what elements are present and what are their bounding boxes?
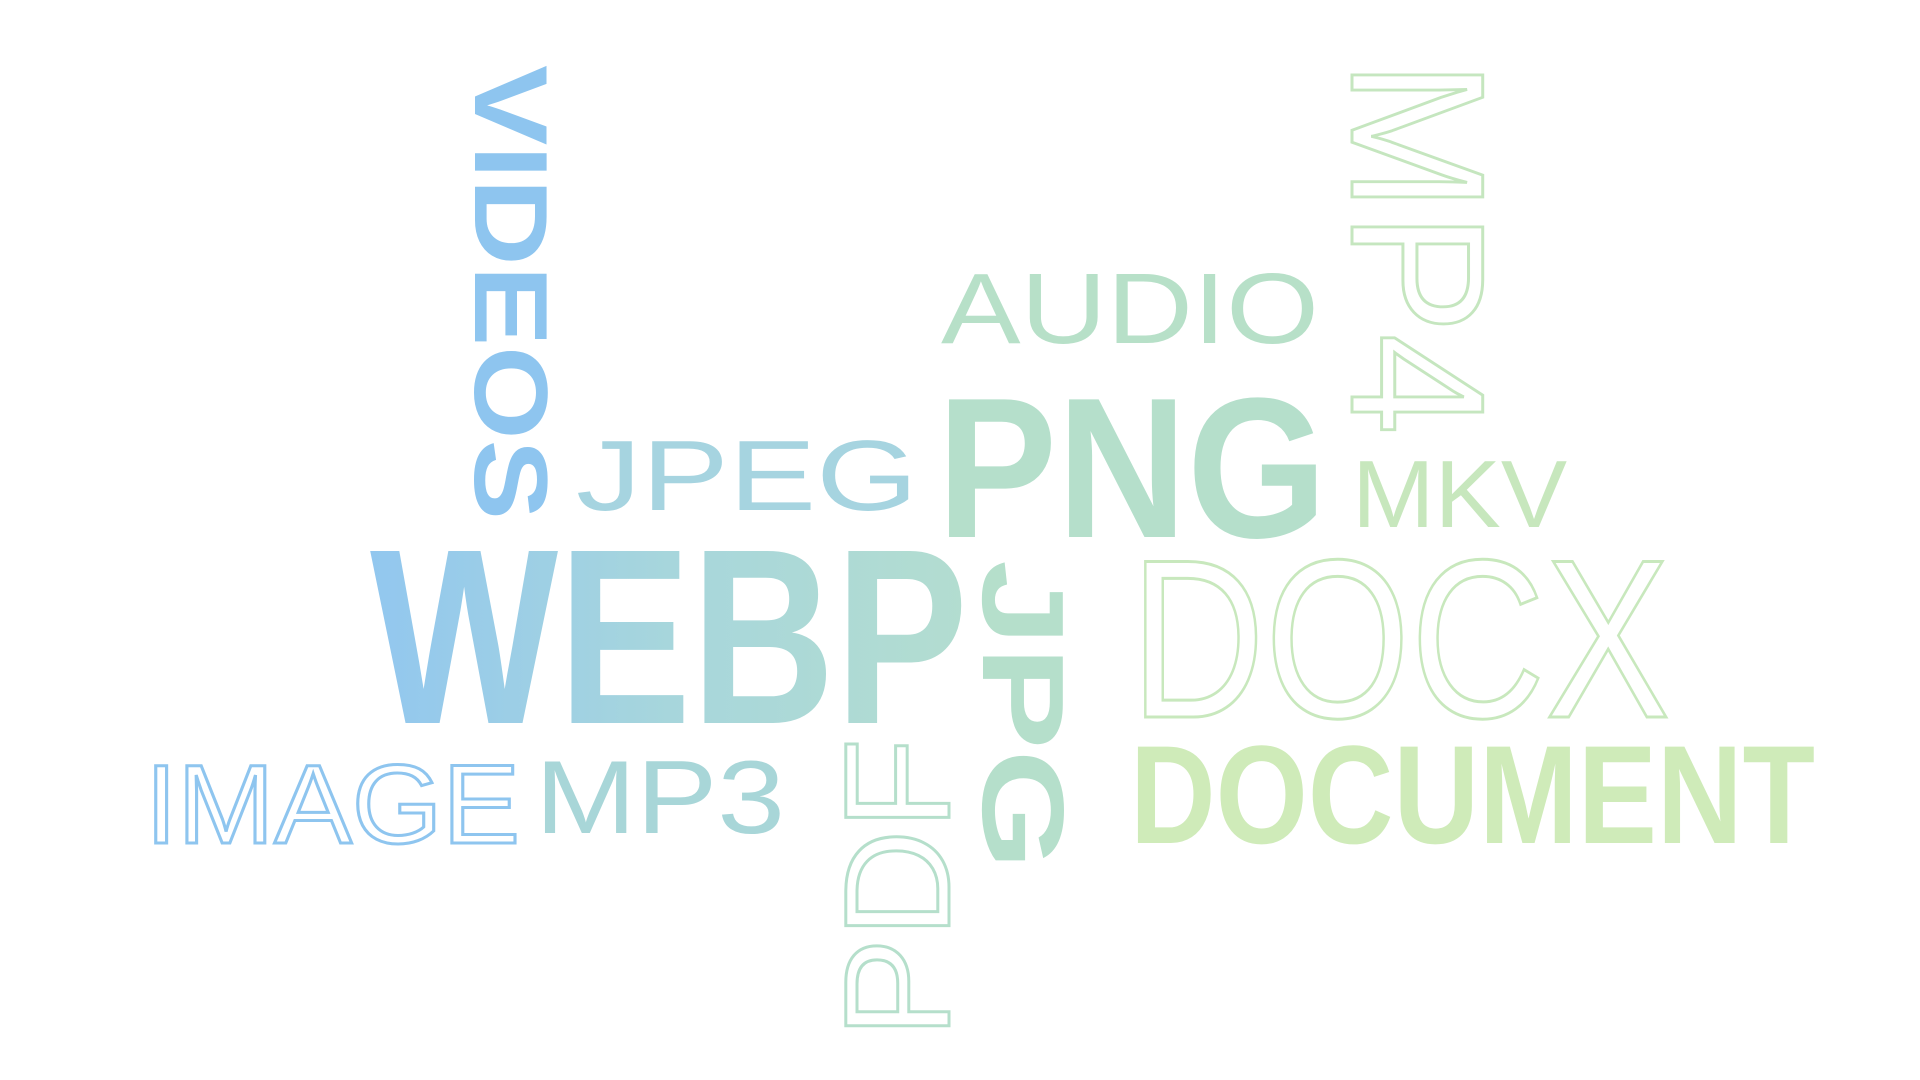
word-mp4: MP4 bbox=[1311, 60, 1523, 435]
word-png: PNG bbox=[937, 357, 1327, 580]
word-video: VIDEOS bbox=[452, 65, 568, 520]
word-audio: AUDIO bbox=[941, 253, 1319, 365]
word-mp3: MP3 bbox=[535, 740, 785, 856]
word-docx: DOCX bbox=[1130, 512, 1670, 765]
word-jpeg: JPEG bbox=[576, 420, 918, 532]
word-mkv: MKV bbox=[1352, 441, 1567, 548]
word-webp: WEBP bbox=[370, 497, 968, 776]
word-pdf: PDF bbox=[813, 738, 981, 1038]
word-image: IMAGE bbox=[145, 742, 520, 867]
word-document: DOCUMENT bbox=[1130, 716, 1815, 873]
word-jpg: JPG bbox=[958, 560, 1088, 870]
